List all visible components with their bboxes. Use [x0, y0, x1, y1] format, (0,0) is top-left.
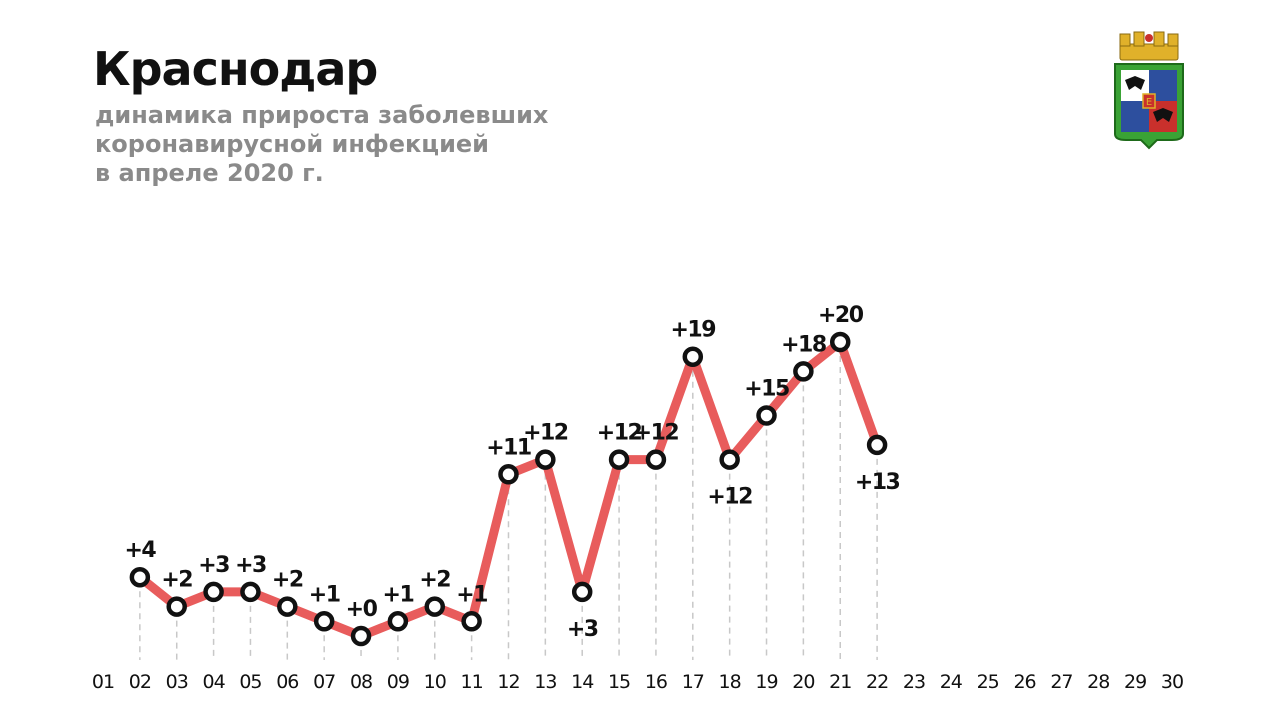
data-label: +18 [781, 332, 826, 357]
x-tick-label: 20 [792, 671, 814, 693]
chart-subtitle: динамика прироста заболевших коронавирус… [95, 101, 655, 188]
data-point [240, 581, 261, 603]
data-point [829, 331, 851, 353]
data-point [277, 596, 298, 617]
x-tick-label: 21 [829, 671, 851, 693]
x-tick-label: 29 [1124, 671, 1146, 693]
data-label: +11 [486, 435, 531, 460]
data-label: +2 [419, 568, 450, 593]
x-tick-label: 19 [755, 671, 777, 693]
data-label: +2 [272, 568, 303, 593]
data-label: +12 [597, 421, 642, 446]
x-tick-label: 12 [497, 671, 519, 693]
data-label: +3 [198, 553, 229, 578]
x-tick-label: 15 [608, 671, 630, 693]
data-point [313, 611, 335, 632]
subtitle-line-1: динамика прироста заболевших [95, 101, 549, 129]
krasnodar-coat-of-arms-icon: Е [1114, 31, 1184, 150]
data-point [866, 434, 888, 456]
data-point [719, 449, 740, 470]
svg-text:Е: Е [1146, 97, 1152, 108]
drop-lines [139, 356, 878, 660]
data-label: +2 [161, 568, 192, 593]
data-point [571, 581, 593, 603]
data-label: +12 [707, 485, 752, 510]
data-point [461, 611, 482, 632]
x-tick-label: 05 [239, 671, 261, 693]
data-label: +12 [523, 421, 568, 446]
data-label: +13 [855, 470, 900, 495]
data-point [535, 449, 556, 470]
data-point [387, 611, 409, 632]
data-label: +1 [456, 582, 487, 607]
x-tick-label: 11 [461, 671, 483, 693]
data-label: +1 [383, 582, 414, 607]
page-title: Краснодар [93, 42, 378, 96]
x-tick-label: 14 [571, 671, 594, 693]
data-point [756, 405, 777, 426]
x-tick-label: 24 [940, 671, 963, 693]
data-point [129, 566, 151, 588]
data-label: +15 [744, 377, 789, 402]
data-point [350, 625, 372, 647]
data-label: +12 [634, 421, 679, 446]
data-point [645, 449, 667, 470]
x-tick-label: 27 [1050, 671, 1072, 693]
x-tick-label: 28 [1087, 671, 1109, 693]
x-tick-label: 03 [166, 671, 188, 693]
x-tick-label: 09 [387, 671, 409, 693]
x-tick-label: 22 [866, 671, 888, 693]
data-label: +20 [818, 303, 864, 328]
x-tick-label: 07 [313, 671, 335, 693]
data-point [682, 346, 704, 367]
data-point [498, 464, 519, 485]
x-tick-label: 08 [350, 671, 372, 693]
x-tick-label: 30 [1161, 671, 1183, 693]
subtitle-line-3: в апреле 2020 г. [95, 159, 324, 187]
data-label: +19 [671, 318, 716, 343]
x-tick-label: 18 [719, 671, 741, 693]
x-tick-label: 13 [534, 671, 556, 693]
x-tick-label: 17 [682, 671, 704, 693]
x-tick-label: 23 [903, 671, 925, 693]
data-label: +1 [309, 582, 340, 607]
x-tick-label: 04 [202, 671, 225, 693]
data-point [424, 596, 446, 617]
x-tick-label: 16 [645, 671, 667, 693]
subtitle-line-2: коронавирусной инфекцией [95, 130, 489, 158]
data-label: +3 [567, 617, 598, 642]
x-tick-label: 26 [1013, 671, 1035, 693]
x-tick-label: 02 [129, 671, 151, 693]
data-point [793, 361, 814, 382]
x-tick-label: 10 [424, 671, 446, 693]
data-label: +4 [124, 538, 156, 563]
data-point [608, 449, 630, 470]
data-label: +0 [346, 597, 378, 622]
x-tick-label: 01 [92, 671, 114, 693]
data-point [203, 581, 224, 603]
data-point [166, 596, 187, 617]
x-tick-label: 06 [276, 671, 298, 693]
data-label: +3 [235, 553, 266, 578]
x-tick-label: 25 [977, 671, 999, 693]
